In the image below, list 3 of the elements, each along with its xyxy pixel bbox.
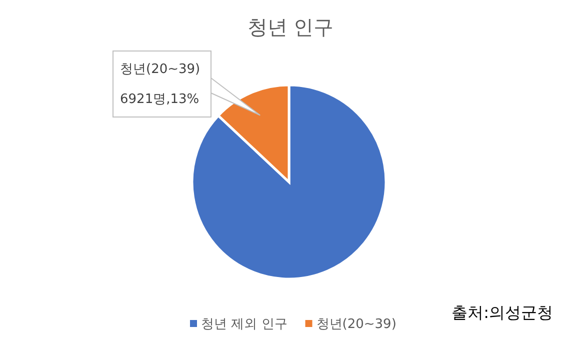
title: 청년 인구 [247,15,334,39]
legend-label: 청년(20~39) [316,317,396,332]
legend-label: 청년 제외 인구 [201,317,288,332]
